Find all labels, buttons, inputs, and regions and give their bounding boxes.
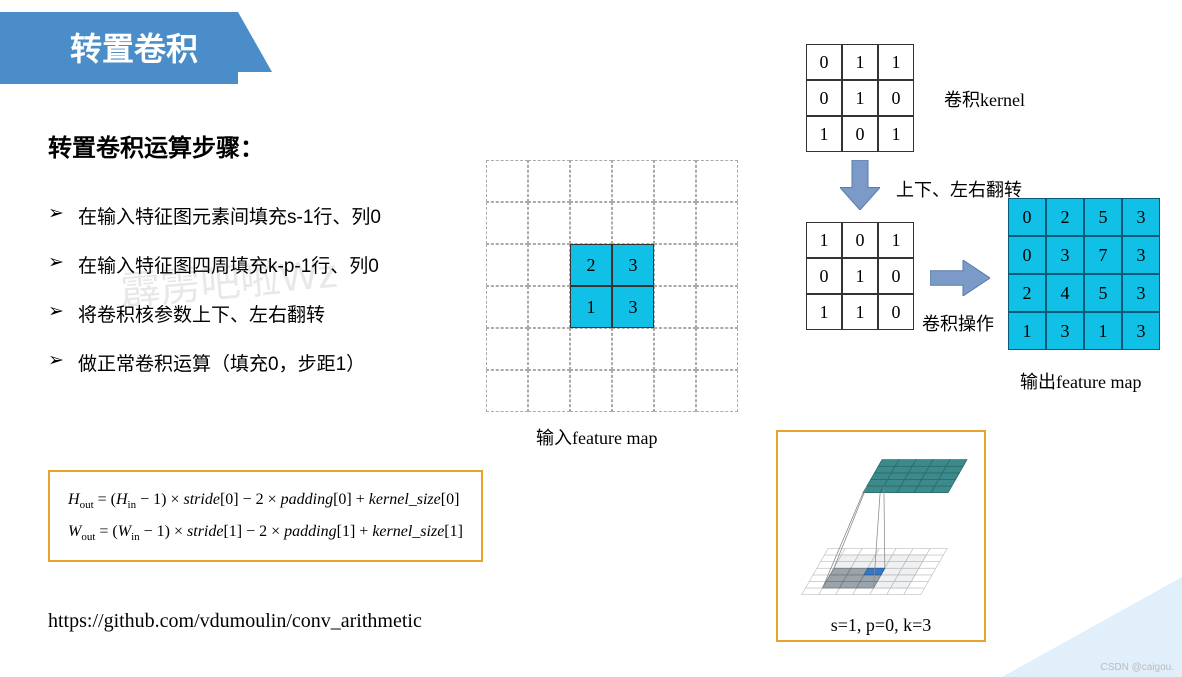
credit: CSDN @caigou. [1100, 662, 1174, 673]
output-feature-map: 0253037324531313 [1008, 198, 1160, 350]
cell [570, 202, 612, 244]
cell [570, 160, 612, 202]
title-text: 转置卷积 [70, 31, 198, 67]
cell: 4 [1046, 274, 1084, 312]
kernel-grid: 011010101 [806, 44, 914, 152]
cell: 1 [806, 222, 842, 258]
cell: 1 [842, 80, 878, 116]
cell [654, 286, 696, 328]
cell [654, 160, 696, 202]
cell: 0 [806, 44, 842, 80]
cell [486, 328, 528, 370]
cell [528, 328, 570, 370]
step-item: 将卷积核参数上下、左右翻转 [48, 300, 468, 327]
cell: 1 [842, 258, 878, 294]
cell: 0 [878, 294, 914, 330]
cell [696, 202, 738, 244]
output-label: 输出feature map [1020, 368, 1141, 394]
cell: 0 [1008, 236, 1046, 274]
step-item: 在输入特征图元素间填充s-1行、列0 [48, 202, 468, 229]
cell [654, 370, 696, 412]
cell: 0 [1008, 198, 1046, 236]
cell: 2 [570, 244, 612, 286]
cell: 1 [842, 294, 878, 330]
cell [612, 160, 654, 202]
cell [696, 328, 738, 370]
cell [486, 370, 528, 412]
cell: 0 [842, 116, 878, 152]
cell [486, 160, 528, 202]
cell [612, 202, 654, 244]
formula-h: Hout = (Hin − 1) × stride[0] − 2 × paddi… [68, 484, 463, 516]
cell [696, 160, 738, 202]
cell [696, 244, 738, 286]
cell [654, 202, 696, 244]
cell: 1 [878, 222, 914, 258]
cell: 3 [612, 244, 654, 286]
cell: 1 [878, 116, 914, 152]
step-item: 做正常卷积运算（填充0，步距1） [48, 349, 468, 376]
cell [528, 286, 570, 328]
cell: 3 [1122, 312, 1160, 350]
cell: 3 [1122, 274, 1160, 312]
cell [696, 370, 738, 412]
kernel-label: 卷积kernel [944, 86, 1025, 112]
flip-arrow [840, 160, 880, 210]
conv-label: 卷积操作 [922, 310, 994, 336]
input-label: 输入feature map [536, 424, 657, 450]
cell [486, 202, 528, 244]
cell [528, 160, 570, 202]
cell [612, 370, 654, 412]
formula-box: Hout = (Hin − 1) × stride[0] − 2 × paddi… [48, 470, 483, 562]
cell: 3 [612, 286, 654, 328]
flip-label: 上下、左右翻转 [896, 176, 1022, 202]
cell: 0 [806, 258, 842, 294]
cell: 0 [878, 80, 914, 116]
conv-arrow [930, 260, 990, 296]
cell [486, 286, 528, 328]
cell: 1 [1084, 312, 1122, 350]
formula-w: Wout = (Win − 1) × stride[1] − 2 × paddi… [68, 516, 463, 548]
cell [486, 244, 528, 286]
cell [528, 244, 570, 286]
cell [528, 202, 570, 244]
cell: 3 [1122, 236, 1160, 274]
cell [570, 328, 612, 370]
cell: 1 [806, 116, 842, 152]
cell: 7 [1084, 236, 1122, 274]
illustration: s=1, p=0, k=3 [776, 430, 986, 642]
cell: 0 [878, 258, 914, 294]
cell [696, 286, 738, 328]
cell [654, 244, 696, 286]
cell: 3 [1046, 236, 1084, 274]
cell: 0 [806, 80, 842, 116]
steps-list: 在输入特征图元素间填充s-1行、列0 在输入特征图四周填充k-p-1行、列0 将… [48, 180, 468, 398]
cell [570, 370, 612, 412]
cell: 1 [1008, 312, 1046, 350]
cell: 2 [1046, 198, 1084, 236]
cell: 1 [878, 44, 914, 80]
illustration-caption: s=1, p=0, k=3 [782, 615, 980, 636]
flipped-kernel-grid: 101010110 [806, 222, 914, 330]
cell: 5 [1084, 274, 1122, 312]
cell [528, 370, 570, 412]
cell: 2 [1008, 274, 1046, 312]
cell [612, 328, 654, 370]
cell [654, 328, 696, 370]
cell: 1 [806, 294, 842, 330]
cell: 3 [1122, 198, 1160, 236]
input-feature-map: 2313 [486, 160, 738, 412]
cell: 0 [842, 222, 878, 258]
subtitle: 转置卷积运算步骤： [48, 128, 264, 163]
conv-diagram [782, 436, 982, 606]
reference-url: https://github.com/vdumoulin/conv_arithm… [48, 610, 422, 633]
cell: 5 [1084, 198, 1122, 236]
title-banner: 转置卷积 [0, 12, 238, 84]
cell: 1 [842, 44, 878, 80]
cell: 1 [570, 286, 612, 328]
step-item: 在输入特征图四周填充k-p-1行、列0 [48, 251, 468, 278]
cell: 3 [1046, 312, 1084, 350]
